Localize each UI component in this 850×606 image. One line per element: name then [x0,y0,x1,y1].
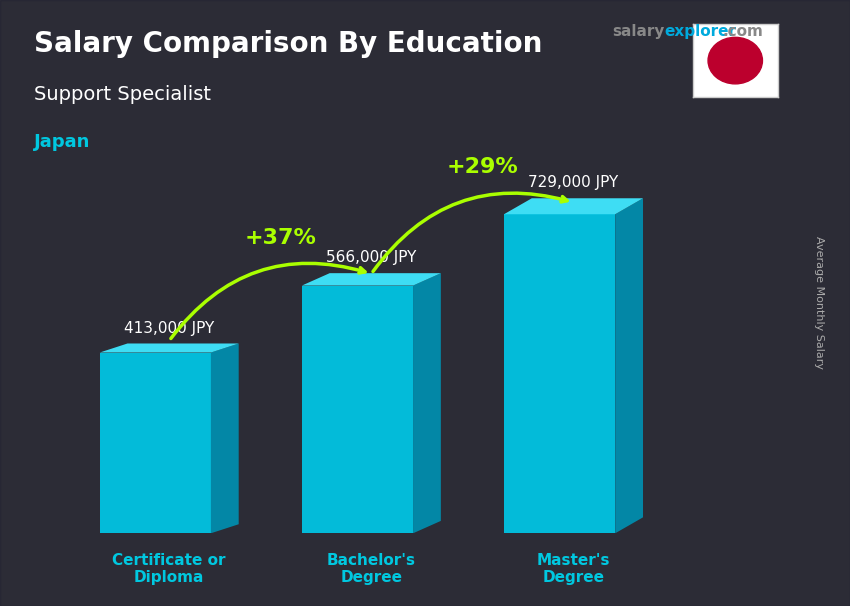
Polygon shape [211,344,239,533]
Text: Salary Comparison By Education: Salary Comparison By Education [34,30,542,58]
Polygon shape [99,353,211,533]
Polygon shape [504,215,615,533]
Text: 729,000 JPY: 729,000 JPY [529,175,619,190]
Text: Average Monthly Salary: Average Monthly Salary [814,236,824,370]
Text: Support Specialist: Support Specialist [34,85,211,104]
Text: 413,000 JPY: 413,000 JPY [124,321,214,336]
Polygon shape [615,198,643,533]
Circle shape [708,38,762,84]
Text: +37%: +37% [245,228,316,248]
Text: Master's
Degree: Master's Degree [536,553,610,585]
Text: explorer: explorer [665,24,737,39]
Text: Bachelor's
Degree: Bachelor's Degree [327,553,416,585]
Text: salary: salary [612,24,665,39]
Polygon shape [99,344,239,353]
Text: +29%: +29% [446,157,518,177]
Text: .com: .com [722,24,763,39]
Text: Japan: Japan [34,133,90,152]
Polygon shape [302,285,413,533]
Polygon shape [504,198,643,215]
Text: Certificate or
Diploma: Certificate or Diploma [112,553,226,585]
Polygon shape [302,273,441,285]
Text: 566,000 JPY: 566,000 JPY [326,250,416,265]
Polygon shape [413,273,441,533]
